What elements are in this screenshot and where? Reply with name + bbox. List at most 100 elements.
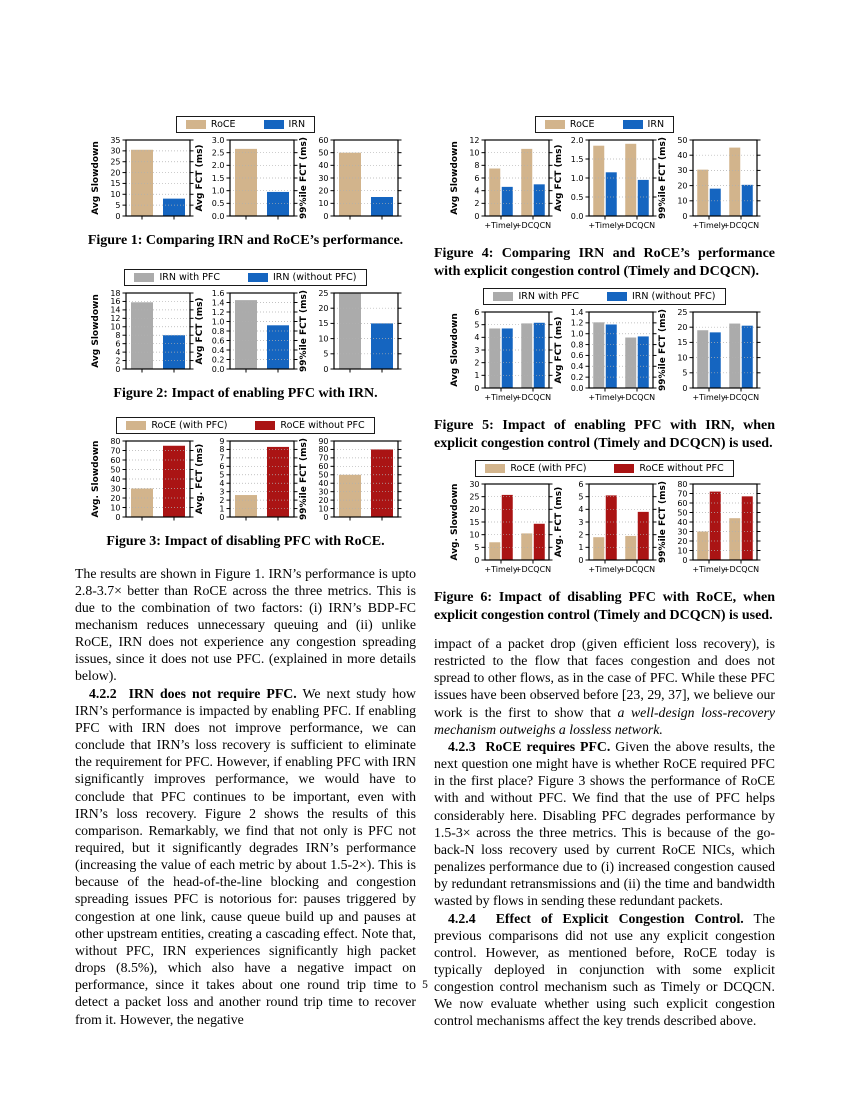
svg-text:+DCQCN: +DCQCN	[722, 565, 758, 574]
figure-1-charts: 0 5 10 15 20 25 30 35 Avg Slowdown 0.0 0.5 1.0 1.5 2…	[75, 135, 416, 226]
legend-label: IRN (without PFC)	[273, 271, 357, 283]
svg-text:2: 2	[474, 199, 479, 208]
svg-text:Avg. Slowdown: Avg. Slowdown	[450, 484, 460, 561]
svg-text:Avg. FCT (ms): Avg. FCT (ms)	[554, 487, 564, 558]
fig4-chart-avg-fct: 0.0 0.5 1.0 1.5 2.0 +Timely +DCQCN Avg FCT (ms)	[553, 135, 657, 239]
svg-text:70: 70	[110, 446, 120, 455]
paragraph-text: Given the above results, the next questi…	[434, 738, 775, 909]
svg-text:+Timely: +Timely	[692, 565, 726, 574]
svg-text:0: 0	[682, 556, 687, 565]
fig3-chart-avg-slowdown: 0 10 20 30 40 50 60 70 80 Avg. Slowdown	[90, 436, 194, 527]
svg-text:60: 60	[677, 499, 687, 508]
svg-text:10: 10	[677, 353, 687, 362]
svg-text:4: 4	[115, 347, 120, 356]
svg-text:0.0: 0.0	[570, 212, 583, 221]
svg-text:20: 20	[110, 168, 120, 177]
legend-swatch-irn-nopfc	[607, 292, 627, 301]
svg-text:12: 12	[110, 314, 120, 323]
svg-text:1.5: 1.5	[211, 174, 224, 183]
svg-text:99%ile FCT (ms): 99%ile FCT (ms)	[299, 137, 309, 219]
legend-entry: RoCE without PFC	[614, 463, 724, 474]
svg-text:10: 10	[318, 199, 328, 208]
svg-text:1.0: 1.0	[570, 174, 583, 183]
svg-text:+Timely: +Timely	[484, 565, 518, 574]
paragraph-italic-claim: a well-design loss-recovery mechanism ou…	[434, 704, 775, 737]
svg-text:25: 25	[318, 288, 328, 297]
svg-text:+Timely: +Timely	[484, 393, 518, 402]
legend-label: IRN	[288, 119, 306, 130]
svg-text:0.5: 0.5	[211, 199, 224, 208]
svg-text:6: 6	[115, 339, 120, 348]
svg-text:20: 20	[318, 496, 328, 505]
legend-label: RoCE without PFC	[280, 420, 365, 431]
legend-swatch-roce-pfc	[485, 464, 506, 473]
legend-swatch-roce	[185, 120, 206, 129]
svg-text:+Timely: +Timely	[588, 565, 622, 574]
svg-text:99%ile FCT (ms): 99%ile FCT (ms)	[299, 438, 309, 520]
left-column: RoCE IRN 0 5 10 15 20 25 30 35 Avg Slowdown 0.0 0…	[75, 116, 416, 1028]
svg-text:30: 30	[469, 480, 479, 489]
legend-entry: RoCE	[544, 119, 595, 130]
svg-text:99%ile FCT (ms): 99%ile FCT (ms)	[299, 290, 309, 372]
svg-text:50: 50	[677, 508, 687, 517]
fig4-chart-avg-slowdown: 0 2 4 6 8 10 12 +Timely +DCQCN Avg Slowdown	[449, 135, 553, 239]
svg-text:10: 10	[318, 504, 328, 513]
svg-text:0: 0	[323, 364, 328, 373]
svg-text:Avg Slowdown: Avg Slowdown	[450, 141, 460, 215]
svg-text:25: 25	[469, 492, 479, 501]
svg-text:30: 30	[110, 147, 120, 156]
svg-text:4: 4	[578, 505, 583, 514]
svg-text:Avg Slowdown: Avg Slowdown	[91, 294, 101, 368]
svg-text:0: 0	[115, 212, 120, 221]
svg-text:Avg. Slowdown: Avg. Slowdown	[91, 441, 101, 518]
legend-swatch-roce-nopfc	[255, 421, 276, 430]
svg-text:80: 80	[110, 437, 120, 446]
svg-text:80: 80	[677, 480, 687, 489]
svg-text:0.0: 0.0	[570, 384, 583, 393]
legend-label: IRN with PFC	[159, 271, 220, 283]
svg-text:10: 10	[110, 322, 120, 331]
svg-text:1.2: 1.2	[211, 307, 224, 316]
fig5-chart-99ile-fct: 0 5 10 15 20 25 +Timely +DCQCN 99%ile FCT (ms)	[657, 307, 761, 411]
svg-text:0.8: 0.8	[570, 340, 583, 349]
legend-label: RoCE without PFC	[639, 463, 724, 474]
svg-text:4: 4	[474, 186, 479, 195]
svg-text:Avg Slowdown: Avg Slowdown	[91, 141, 101, 215]
legend-entry: IRN	[263, 119, 306, 130]
svg-text:0: 0	[474, 384, 479, 393]
svg-text:1.4: 1.4	[211, 298, 224, 307]
svg-text:+DCQCN: +DCQCN	[722, 393, 758, 402]
legend-entry: RoCE	[185, 119, 236, 130]
svg-text:50: 50	[677, 136, 687, 145]
paragraph-results: The results are shown in Figure 1. IRN’s…	[75, 565, 416, 684]
section-heading: 4.2.4 Effect of Explicit Congestion Cont…	[448, 910, 744, 926]
svg-text:10: 10	[318, 334, 328, 343]
right-column: RoCE IRN 0 2 4 6 8 10 12 +Timely +DCQCN Avg Slowd…	[434, 116, 775, 1030]
svg-text:10: 10	[677, 546, 687, 555]
svg-text:99%ile FCT (ms): 99%ile FCT (ms)	[658, 137, 668, 219]
figure-1: RoCE IRN 0 5 10 15 20 25 30 35 Avg Slowdown 0.0 0…	[75, 116, 416, 250]
svg-text:0: 0	[323, 212, 328, 221]
legend-swatch-roce	[544, 120, 565, 129]
svg-text:0: 0	[323, 513, 328, 522]
legend-swatch-irn	[622, 120, 643, 129]
svg-text:0: 0	[115, 364, 120, 373]
svg-text:1: 1	[219, 504, 224, 513]
svg-text:4: 4	[219, 479, 224, 488]
svg-text:2.0: 2.0	[211, 161, 224, 170]
paragraph-text: impact of a packet drop (given efficient…	[434, 636, 775, 720]
svg-text:Avg FCT (ms): Avg FCT (ms)	[195, 297, 205, 364]
legend-entry: RoCE (with PFC)	[485, 463, 586, 474]
legend-swatch-irn-pfc	[134, 272, 155, 282]
svg-text:6: 6	[578, 480, 583, 489]
svg-text:0: 0	[474, 212, 479, 221]
legend-entry: IRN with PFC	[493, 291, 579, 302]
svg-text:0: 0	[578, 556, 583, 565]
svg-text:14: 14	[110, 305, 120, 314]
svg-text:3.0: 3.0	[211, 136, 224, 145]
svg-text:20: 20	[677, 537, 687, 546]
svg-text:30: 30	[110, 484, 120, 493]
fig4-chart-99ile-fct: 0 10 20 30 40 50 +Timely +DCQCN 99%ile FCT (ms)	[657, 135, 761, 239]
